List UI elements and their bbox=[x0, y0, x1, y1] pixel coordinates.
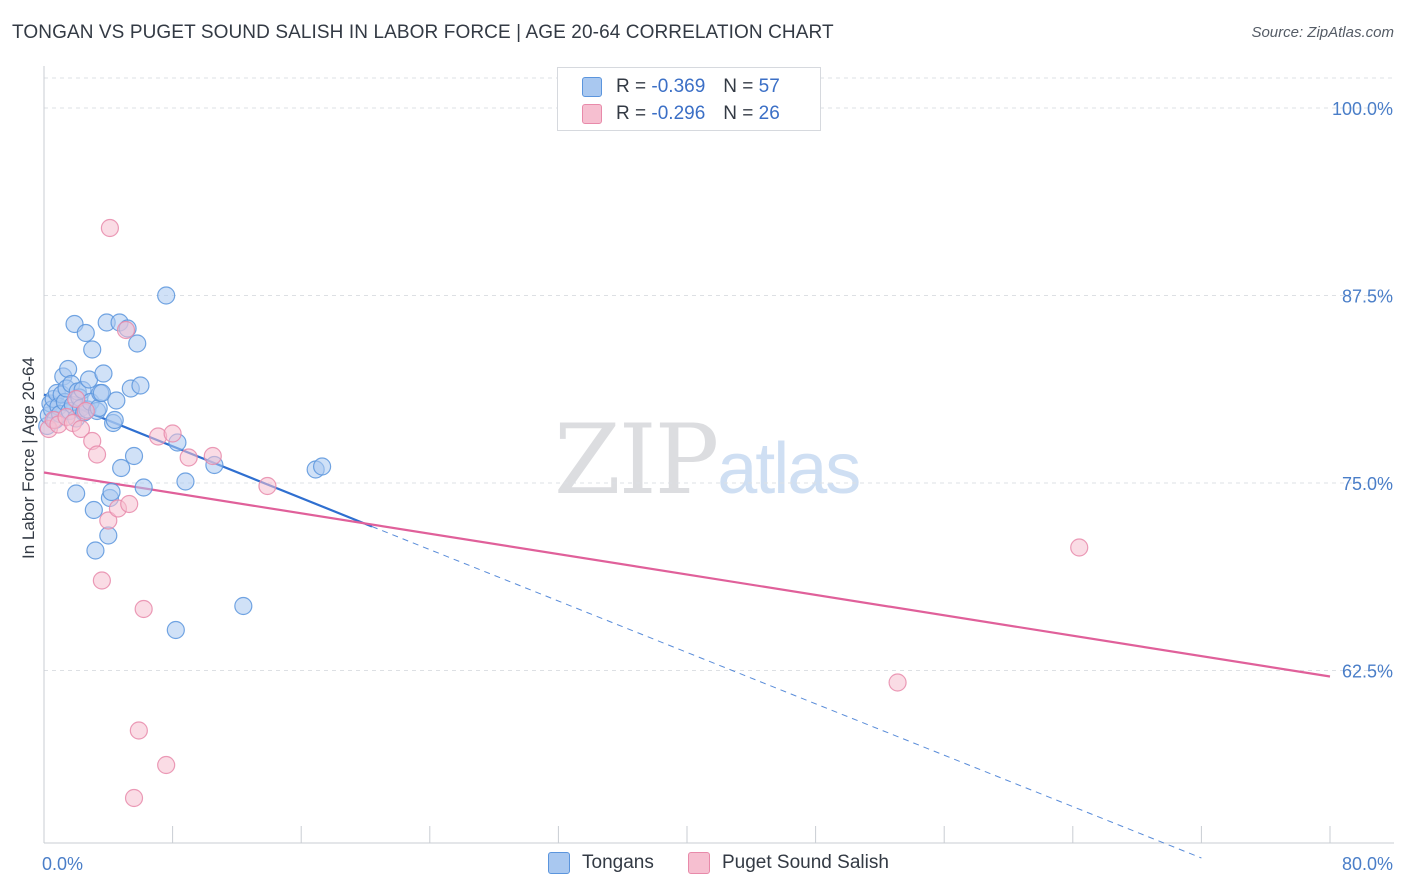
correlation-legend: R = -0.369 N = 57 R = -0.296 N = 26 bbox=[557, 67, 821, 131]
source-label: Source: ZipAtlas.com bbox=[1251, 24, 1394, 41]
salish-point bbox=[71, 419, 91, 439]
tongan-point bbox=[124, 446, 144, 466]
tongan-point bbox=[83, 340, 102, 359]
tongan-point bbox=[59, 359, 78, 379]
series-legend-label: Tongans bbox=[582, 852, 654, 873]
series-legend-tongans[interactable]: Tongans bbox=[548, 852, 654, 874]
series-swatch-salish bbox=[688, 852, 710, 874]
salish-point bbox=[179, 448, 198, 467]
legend-swatch-salish bbox=[582, 104, 602, 124]
y-tick-label: 75.0% bbox=[1342, 474, 1393, 494]
salish-point bbox=[116, 320, 136, 340]
salish-point bbox=[92, 571, 111, 590]
salish-point bbox=[100, 218, 120, 238]
legend-r-label: R = bbox=[616, 103, 647, 124]
tongan-point bbox=[312, 457, 332, 476]
legend-row-tongans: R = -0.369 N = 57 bbox=[582, 73, 780, 101]
watermark-atlas: atlas bbox=[717, 429, 861, 509]
tongan-point bbox=[102, 482, 121, 502]
tongan-point bbox=[107, 391, 126, 410]
legend-n-value: 57 bbox=[758, 76, 780, 97]
tongan-point bbox=[166, 620, 185, 640]
legend-n-value: 26 bbox=[758, 103, 780, 124]
tongan-point bbox=[76, 323, 95, 343]
tick-labels: 100.0% 87.5% 75.0% 62.5% 0.0% 80.0% bbox=[42, 99, 1393, 874]
grid-lines bbox=[44, 77, 1394, 671]
legend-r-value: -0.296 bbox=[651, 103, 706, 124]
salish-trend-line bbox=[43, 471, 1331, 678]
salish-point bbox=[76, 401, 95, 421]
legend-swatch-tongans bbox=[582, 77, 602, 97]
legend-r-label: R = bbox=[616, 76, 647, 97]
tongan-point bbox=[134, 478, 153, 497]
axes bbox=[43, 66, 1394, 844]
data-points bbox=[38, 218, 1089, 808]
salish-point bbox=[258, 476, 277, 496]
salish-point bbox=[99, 511, 118, 530]
legend-r-value: -0.369 bbox=[651, 76, 706, 97]
legend-row-salish: R = -0.296 N = 26 bbox=[582, 100, 780, 128]
trend-lines bbox=[43, 393, 1331, 859]
legend-n-label: N = bbox=[723, 76, 754, 97]
series-legend-label: Puget Sound Salish bbox=[722, 852, 889, 873]
salish-point bbox=[129, 721, 148, 740]
series-legend: Tongans Puget Sound Salish bbox=[0, 852, 1406, 878]
legend-n-label: N = bbox=[723, 103, 754, 124]
watermark-zip: ZIP bbox=[554, 404, 719, 516]
series-swatch-tongans bbox=[548, 852, 570, 874]
salish-point bbox=[163, 424, 182, 443]
tongan-point bbox=[92, 383, 111, 403]
tongan-point bbox=[105, 410, 124, 430]
salish-point bbox=[87, 445, 107, 464]
y-axis-title: In Labor Force | Age 20-64 bbox=[19, 357, 38, 559]
salish-point bbox=[1070, 538, 1089, 557]
tongan-point bbox=[234, 596, 253, 616]
watermark: ZIPatlas bbox=[554, 404, 861, 516]
tongan-point bbox=[176, 472, 195, 491]
tongan-point bbox=[84, 500, 103, 520]
y-tick-label: 100.0% bbox=[1332, 99, 1393, 119]
tongan-point bbox=[112, 458, 131, 478]
tongan-point bbox=[86, 541, 105, 560]
salish-point bbox=[203, 446, 222, 466]
tongan-point bbox=[67, 484, 86, 503]
tongan-point bbox=[131, 376, 150, 395]
tongan-trend-extension bbox=[371, 526, 1202, 859]
salish-point bbox=[120, 494, 139, 514]
tongan-point bbox=[94, 364, 113, 383]
salish-point bbox=[888, 673, 907, 692]
salish-point bbox=[124, 788, 144, 808]
series-legend-salish[interactable]: Puget Sound Salish bbox=[688, 852, 889, 874]
y-tick-label: 62.5% bbox=[1342, 662, 1393, 682]
y-tick-label: 87.5% bbox=[1342, 287, 1393, 307]
x-tick-label: 80.0% bbox=[1342, 854, 1393, 874]
tongan-point bbox=[128, 334, 147, 353]
salish-point bbox=[67, 389, 86, 409]
x-tick-label: 0.0% bbox=[42, 854, 83, 874]
salish-point bbox=[134, 599, 153, 619]
salish-point bbox=[157, 755, 176, 775]
chart-title: TONGAN VS PUGET SOUND SALISH IN LABOR FO… bbox=[12, 22, 834, 43]
tongan-point bbox=[157, 286, 176, 305]
